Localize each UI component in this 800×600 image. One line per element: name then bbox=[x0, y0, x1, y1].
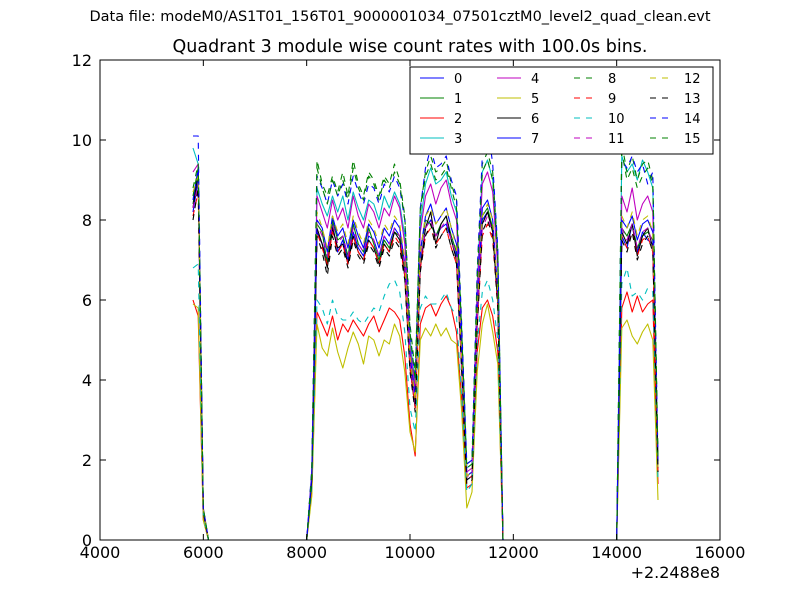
x-tick-label: 16000 bbox=[695, 543, 746, 562]
legend-label-5: 5 bbox=[531, 92, 539, 107]
axis-ticks: 4000 6000 8000 10000 12000 14000 1600002468101… bbox=[72, 51, 746, 562]
y-tick-label: 2 bbox=[82, 451, 92, 470]
legend-label-12: 12 bbox=[684, 72, 701, 87]
y-tick-label: 0 bbox=[82, 531, 92, 550]
legend-label-8: 8 bbox=[608, 72, 616, 87]
legend-label-9: 9 bbox=[608, 92, 616, 107]
series-line-13 bbox=[192, 187, 659, 541]
y-tick-label: 12 bbox=[72, 51, 92, 70]
legend-label-3: 3 bbox=[454, 132, 462, 147]
series-line-15 bbox=[192, 151, 659, 541]
chart-title: Quadrant 3 module wise count rates with … bbox=[172, 37, 648, 57]
series-line-5 bbox=[192, 303, 659, 541]
x-offset-label: +2.2488e8 bbox=[631, 563, 720, 582]
y-tick-label: 4 bbox=[82, 371, 92, 390]
y-tick-label: 8 bbox=[82, 211, 92, 230]
legend-label-15: 15 bbox=[684, 132, 701, 147]
series-line-3 bbox=[192, 147, 659, 541]
legend-label-10: 10 bbox=[608, 112, 625, 127]
series-line-7 bbox=[192, 167, 659, 541]
x-tick-label: 4000 bbox=[80, 543, 121, 562]
series-line-8 bbox=[192, 143, 659, 541]
series-line-10 bbox=[192, 263, 659, 541]
x-tick-label: 12000 bbox=[488, 543, 539, 562]
legend-label-13: 13 bbox=[684, 92, 701, 107]
legend-label-11: 11 bbox=[608, 132, 625, 147]
x-tick-label: 10000 bbox=[385, 543, 436, 562]
y-tick-label: 6 bbox=[82, 291, 92, 310]
legend-label-0: 0 bbox=[454, 72, 462, 87]
series-line-11 bbox=[192, 183, 659, 541]
legend-label-4: 4 bbox=[531, 72, 539, 87]
legend-label-7: 7 bbox=[531, 132, 539, 147]
x-tick-label: 14000 bbox=[591, 543, 642, 562]
legend-label-1: 1 bbox=[454, 92, 462, 107]
plot-lines bbox=[192, 123, 659, 541]
legend-label-6: 6 bbox=[531, 112, 539, 127]
legend-label-2: 2 bbox=[454, 112, 462, 127]
x-tick-label: 8000 bbox=[286, 543, 327, 562]
y-tick-label: 10 bbox=[72, 131, 92, 150]
series-line-0 bbox=[192, 179, 659, 541]
figure-suptitle: Data file: modeM0/AS1T01_156T01_90000010… bbox=[89, 9, 711, 25]
legend-box bbox=[409, 66, 714, 155]
legend-label-14: 14 bbox=[684, 112, 701, 127]
x-tick-label: 6000 bbox=[183, 543, 224, 562]
series-line-9 bbox=[192, 191, 659, 541]
